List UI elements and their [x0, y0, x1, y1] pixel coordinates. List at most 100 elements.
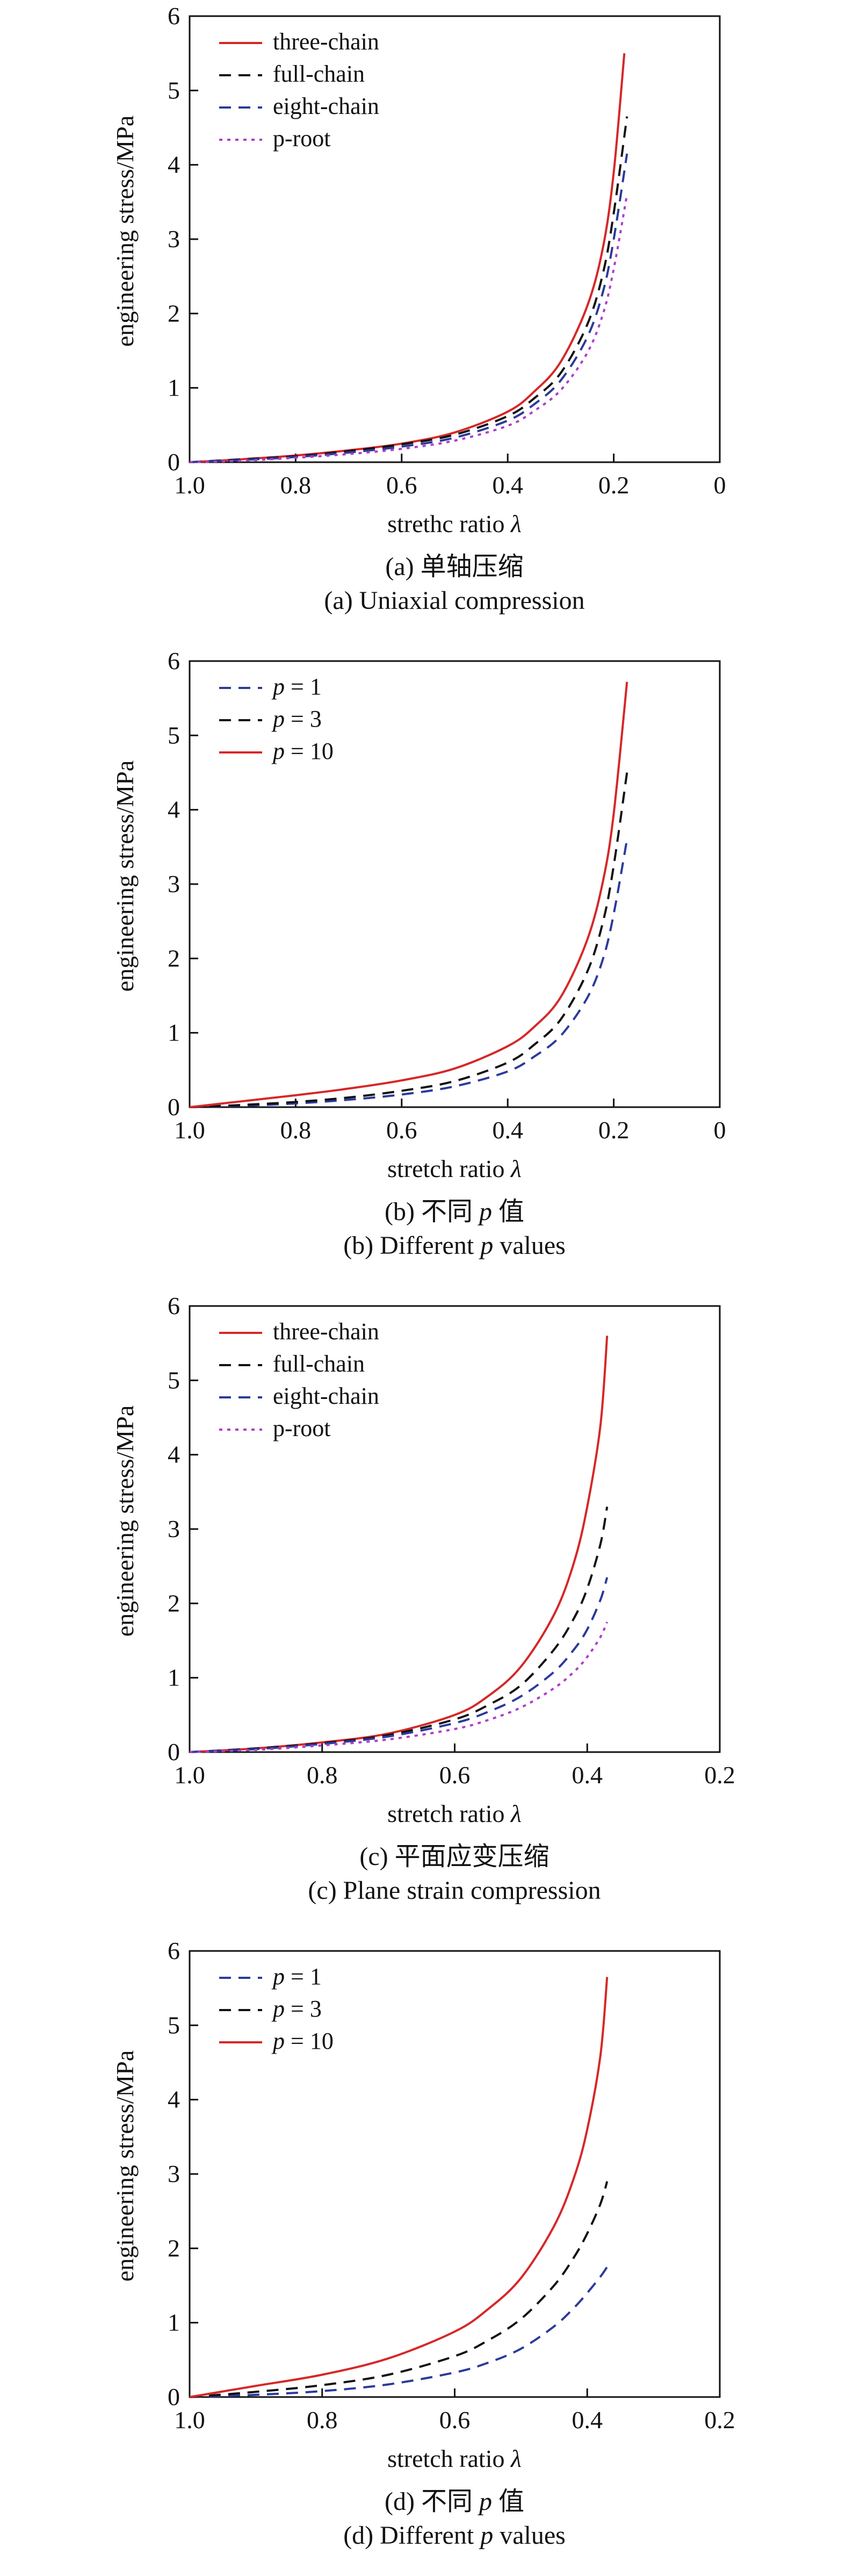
x-tick-label: 0.8 [307, 2406, 338, 2434]
series-line-1 [189, 2181, 609, 2398]
plot-frame [189, 1950, 721, 2398]
legend-label: p = 10 [271, 2028, 334, 2054]
series-line-1 [189, 772, 628, 1108]
legend-label: eight-chain [273, 1383, 379, 1409]
legend-label: three-chain [273, 1318, 379, 1345]
series-line-2 [189, 1577, 609, 1753]
x-tick-label: 0.6 [439, 1761, 471, 1789]
series-line-2 [189, 1977, 609, 2398]
caption-cn: (b) 不同 p 值 [385, 1197, 524, 1226]
chart-panel-a: 1.0 0.8 0.6 0.4 0.2 0 0 1 2 3 4 5 6 three-chain full-c… [111, 2, 726, 615]
x-tick-label: 0.4 [492, 471, 523, 499]
series-line-2 [189, 681, 628, 1108]
y-tick-label: 5 [168, 1366, 180, 1394]
caption-en: (d) Different p values [343, 2521, 566, 2550]
legend-label: p-root [273, 1415, 331, 1441]
y-tick-label: 2 [168, 299, 180, 327]
y-tick-label: 6 [168, 647, 180, 675]
legend-label: full-chain [273, 61, 365, 87]
x-tick-label: 0.8 [280, 471, 312, 499]
legend-label: p = 1 [271, 1963, 322, 1990]
legend-label: three-chain [273, 28, 379, 55]
y-tick-label: 3 [168, 225, 180, 253]
x-axis-label: stretch ratio λ [387, 1155, 522, 1182]
series-line-0 [189, 2266, 608, 2398]
plot-frame [189, 1305, 721, 1753]
y-tick-label: 3 [168, 870, 180, 898]
x-tick-label: 0.6 [439, 2406, 471, 2434]
y-tick-label: 0 [168, 448, 180, 476]
y-tick-label: 4 [168, 151, 180, 178]
series-line-1 [189, 1506, 609, 1753]
y-tick-label: 1 [168, 374, 180, 401]
x-tick-label: 1.0 [174, 1761, 205, 1789]
y-axis-label: engineering stress/MPa [111, 1405, 139, 1637]
y-tick-label: 1 [168, 1664, 180, 1691]
series-line-3 [189, 194, 628, 463]
y-tick-label: 4 [168, 2086, 180, 2113]
y-tick-label: 0 [168, 1738, 180, 1766]
series-line-2 [189, 153, 628, 463]
series-line-0 [189, 839, 628, 1108]
y-axis-label: engineering stress/MPa [111, 760, 139, 992]
x-tick-label: 0.2 [598, 471, 630, 499]
series-line-3 [189, 1621, 609, 1753]
y-tick-label: 5 [168, 721, 180, 749]
x-tick-label: 0.6 [386, 471, 417, 499]
caption-cn: (c) 平面应变压缩 [359, 1842, 549, 1871]
x-axis-label: stretch ratio λ [387, 1800, 522, 1827]
y-axis-label: engineering stress/MPa [111, 2050, 139, 2282]
y-tick-label: 1 [168, 2309, 180, 2336]
legend-label: full-chain [273, 1351, 365, 1377]
x-tick-label: 0.4 [492, 1116, 523, 1144]
y-tick-label: 0 [168, 1093, 180, 1121]
y-tick-label: 2 [168, 944, 180, 972]
legend-label: p = 3 [271, 1996, 322, 2022]
x-tick-label: 0.2 [704, 2406, 735, 2434]
y-tick-label: 3 [168, 1515, 180, 1542]
chart-panel-d: 1.0 0.8 0.6 0.4 0.2 0 1 2 3 4 5 6 p = 1 p = 3 p = 10 e… [111, 1937, 735, 2550]
y-tick-label: 1 [168, 1019, 180, 1046]
chart-panel-c: 1.0 0.8 0.6 0.4 0.2 0 1 2 3 4 5 6 three-chain full-ch… [111, 1292, 735, 1905]
caption-en: (a) Uniaxial compression [324, 586, 584, 615]
legend-label: p = 10 [271, 738, 334, 764]
x-tick-label: 1.0 [174, 471, 205, 499]
y-tick-label: 3 [168, 2160, 180, 2187]
y-tick-label: 4 [168, 796, 180, 823]
caption-cn: (a) 单轴压缩 [385, 552, 523, 581]
x-tick-label: 0.4 [572, 1761, 603, 1789]
x-tick-label: 0.6 [386, 1116, 417, 1144]
x-axis-label: strethc ratio λ [387, 510, 522, 537]
series-line-1 [189, 116, 628, 463]
legend-label: p = 3 [271, 706, 322, 732]
series-line-0 [189, 53, 626, 463]
series-line-0 [189, 1336, 609, 1753]
x-tick-label: 0 [714, 471, 726, 499]
y-tick-label: 4 [168, 1441, 180, 1468]
y-tick-label: 6 [168, 2, 180, 30]
y-tick-label: 0 [168, 2383, 180, 2410]
legend-label: p-root [273, 125, 331, 152]
caption-en: (b) Different p values [343, 1231, 566, 1260]
x-tick-label: 0.2 [598, 1116, 630, 1144]
x-tick-label: 0.8 [307, 1761, 338, 1789]
x-tick-label: 0.2 [704, 1761, 735, 1789]
plot-frame [189, 660, 721, 1108]
y-tick-label: 6 [168, 1292, 180, 1319]
x-tick-label: 0.4 [572, 2406, 603, 2434]
x-tick-label: 1.0 [174, 1116, 205, 1144]
legend-label: eight-chain [273, 93, 379, 119]
x-tick-label: 0.8 [280, 1116, 312, 1144]
x-axis-label: stretch ratio λ [387, 2445, 522, 2472]
plot-frame [189, 15, 721, 463]
y-tick-label: 5 [168, 2011, 180, 2039]
caption-cn: (d) 不同 p 值 [385, 2487, 524, 2516]
caption-en: (c) Plane strain compression [308, 1876, 601, 1905]
x-tick-label: 0 [714, 1116, 726, 1144]
y-tick-label: 2 [168, 1589, 180, 1617]
legend-label: p = 1 [271, 673, 322, 700]
y-axis-label: engineering stress/MPa [111, 116, 139, 347]
y-tick-label: 6 [168, 1937, 180, 1964]
y-tick-label: 2 [168, 2234, 180, 2262]
